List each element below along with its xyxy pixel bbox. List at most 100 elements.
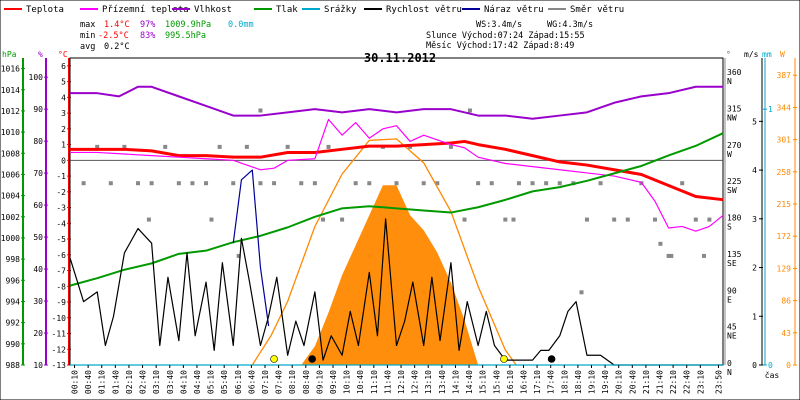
direction-point — [340, 217, 345, 222]
x-tick-label: 20:40 — [628, 370, 637, 394]
direction-cardinal-label: N — [727, 77, 732, 86]
x-tick-label: 16:10 — [506, 370, 515, 394]
direction-point — [108, 181, 113, 186]
direction-point — [236, 253, 241, 258]
radiation-tick-label: 258 — [777, 168, 792, 177]
x-tick-label: 02:10 — [125, 370, 134, 394]
pressure-tick-label: 996 — [6, 276, 21, 285]
direction-point — [367, 181, 372, 186]
x-tick-label: 04:40 — [193, 370, 202, 394]
pressure-tick-label: 992 — [6, 319, 21, 328]
direction-point — [421, 181, 426, 186]
x-tick-label: 17:40 — [547, 370, 556, 394]
x-tick-label: 07:40 — [275, 370, 284, 394]
pressure-tick-label: 994 — [6, 297, 21, 306]
x-tick-label: 09:40 — [329, 370, 338, 394]
rain-tick-label: 1 — [768, 105, 773, 114]
temperature-tick-label: 4 — [61, 93, 66, 102]
stat-avg-temp: 0.2°C — [104, 42, 130, 52]
pressure-tick-label: 1000 — [1, 234, 20, 243]
series-line — [232, 169, 270, 327]
radiation-tick-label: 0 — [786, 361, 791, 370]
pressure-tick-label: 1014 — [1, 86, 20, 95]
unit-w: W — [780, 50, 785, 59]
pressure-tick-label: 1016 — [1, 65, 20, 74]
direction-point — [190, 181, 195, 186]
x-tick-label: 21:10 — [642, 370, 651, 394]
direction-point — [176, 181, 181, 186]
legend-label-smer: Směr větru — [570, 5, 624, 15]
direction-point — [489, 181, 494, 186]
x-axis-ticks: 00:10 00:40 01:10 01:40 02:10 02:40 03:10 03:40… — [71, 365, 723, 394]
humidity-tick-label: 10 — [33, 361, 43, 370]
left-axis-units: hPa % °C — [2, 50, 68, 59]
direction-point — [701, 253, 706, 258]
x-tick-label: 04:10 — [179, 370, 188, 394]
stat-max-hum: 97% — [140, 20, 155, 30]
x-tick-label: 03:40 — [166, 370, 175, 394]
temperature-tick-label: -10 — [52, 314, 67, 323]
x-tick-label: 14:40 — [465, 370, 474, 394]
stat-max-label: max — [80, 20, 95, 30]
radiation-tick-label: 301 — [777, 136, 792, 145]
pressure-tick-label: 998 — [6, 255, 21, 264]
stat-max-rain: 0.0mm — [228, 20, 254, 30]
direction-point — [258, 108, 263, 113]
temperature-tick-label: 2 — [61, 125, 66, 134]
sun-moon-events — [270, 355, 556, 363]
direction-point — [394, 181, 399, 186]
direction-point — [81, 181, 86, 186]
humidity-tick-label: 70 — [33, 169, 43, 178]
x-tick-label: 00:10 — [71, 370, 80, 394]
x-tick-label: 19:40 — [601, 370, 610, 394]
sunrise-marker — [270, 355, 278, 363]
unit-ms: m/s — [744, 50, 759, 59]
x-tick-label: 15:40 — [492, 370, 501, 394]
axes-layer: 9889909929949969981000100210041006100810… — [1, 58, 797, 377]
x-tick-label: 15:10 — [479, 370, 488, 394]
x-tick-label: 07:10 — [261, 370, 270, 394]
wind-tick-label: 1 — [752, 312, 757, 321]
radiation-tick-label: 43 — [781, 329, 791, 338]
direction-point — [503, 217, 508, 222]
wind-tick-label: 0 — [752, 361, 757, 370]
legend-label-rychlost: Rychlost větru — [386, 5, 462, 15]
legend-label-naraz: Náraz větru — [484, 5, 544, 15]
wind-tick-label: 2 — [752, 264, 757, 273]
series-line — [70, 139, 724, 202]
info-sun: Slunce Východ:07:24 Západ:15:55 — [426, 31, 585, 41]
series-line — [70, 118, 724, 232]
x-tick-label: 18:40 — [574, 370, 583, 394]
radiation-tick-label: 172 — [777, 232, 792, 241]
stat-max-press: 1009.9hPa — [165, 20, 211, 30]
direction-tick-label: 135 — [727, 250, 742, 259]
radiation-tick-label: 387 — [777, 71, 792, 80]
x-tick-label: 12:10 — [397, 370, 406, 394]
direction-point — [217, 144, 222, 149]
direction-point — [612, 217, 617, 222]
direction-tick-label: 45 — [727, 323, 737, 332]
temperature-tick-label: -1 — [56, 172, 66, 181]
direction-cardinal-label: SE — [727, 259, 737, 268]
humidity-tick-label: 60 — [33, 201, 43, 210]
info-moon: Měsíc Východ:17:42 Západ:8:49 — [426, 41, 574, 51]
direction-tick-label: 0 — [727, 359, 732, 368]
unit-hpa: hPa — [2, 50, 17, 59]
pressure-tick-label: 1006 — [1, 170, 20, 179]
direction-cardinal-label: SW — [727, 186, 737, 195]
pressure-tick-label: 1008 — [1, 149, 20, 158]
humidity-tick-label: 50 — [33, 233, 43, 242]
humidity-tick-label: 20 — [33, 329, 43, 338]
legend-label-srazky: Srážky — [324, 5, 357, 15]
x-tick-label: 20:10 — [615, 370, 624, 394]
direction-tick-label: 315 — [727, 105, 742, 114]
temperature-tick-label: -8 — [56, 282, 66, 291]
theoretical-radiation-curve — [251, 138, 517, 366]
x-tick-label: 10:10 — [343, 370, 352, 394]
temperature-tick-label: -6 — [56, 251, 66, 260]
temperature-tick-label: 3 — [61, 109, 66, 118]
temperature-tick-label: -11 — [52, 330, 67, 339]
pressure-tick-label: 988 — [6, 361, 21, 370]
direction-tick-label: 225 — [727, 177, 742, 186]
radiation-tick-label: 129 — [777, 264, 792, 273]
